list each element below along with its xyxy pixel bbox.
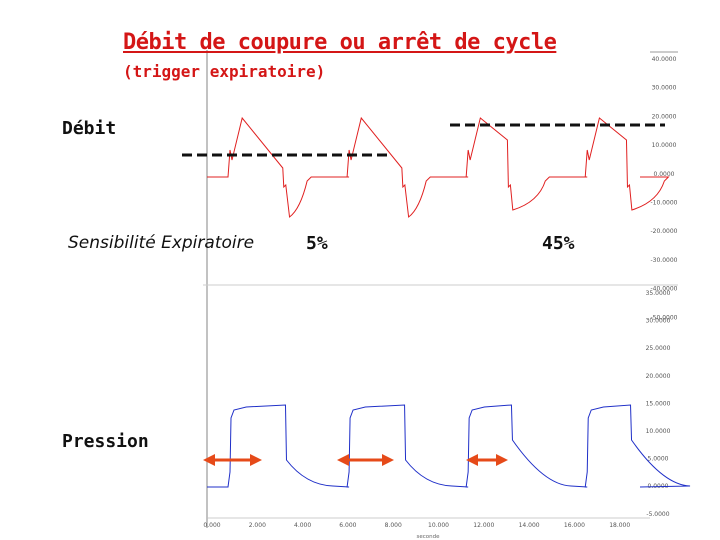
x-tick-label: 12.000 (473, 522, 494, 529)
x-tick-label: 0.000 (203, 522, 220, 529)
pressure-ytick-label: 10.0000 (646, 428, 671, 435)
pct-low-label: 5% (306, 233, 328, 254)
pressure-ytick-label: 15.0000 (646, 400, 671, 407)
pressure-trace (207, 404, 691, 488)
x-tick-label: 18.000 (609, 522, 630, 529)
x-tick-label: 14.000 (519, 522, 540, 529)
x-axis-label: seconde (417, 534, 441, 540)
flow-label: Débit (62, 118, 117, 139)
flow-ytick-label: -20.0000 (651, 228, 678, 235)
flow-ytick-label: 20.0000 (652, 113, 677, 120)
pct-high-label: 45% (542, 233, 575, 254)
flow-ytick-label: 40.0000 (652, 56, 677, 63)
x-tick-label: 8.000 (385, 522, 402, 529)
pressure-ytick-label: 35.0000 (646, 290, 671, 297)
pressure-label: Pression (62, 431, 149, 452)
pressure-ytick-label: 30.0000 (646, 318, 671, 325)
x-tick-label: 6.000 (339, 522, 356, 529)
pressure-ytick-label: 25.0000 (646, 345, 671, 352)
flow-trace (207, 116, 670, 218)
x-tick-label: 2.000 (249, 522, 266, 529)
flow-ytick-label: -40.0000 (651, 286, 678, 293)
flow-ytick-label: -50.0000 (651, 314, 678, 321)
flow-ytick-label: -10.0000 (651, 200, 678, 207)
flow-ytick-label: 10.0000 (652, 142, 677, 149)
x-tick-label: 10.000 (428, 522, 449, 529)
slide-subtitle: (trigger expiratoire) (123, 62, 326, 81)
flow-ytick-label: 0.0000 (654, 171, 675, 178)
flow-ytick-label: -30.0000 (651, 257, 678, 264)
x-tick-label: 4.000 (294, 522, 311, 529)
pressure-ytick-label: 20.0000 (646, 373, 671, 380)
slide-title: Débit de coupure ou arrêt de cycle (123, 30, 557, 55)
flow-ytick-label: 30.0000 (652, 85, 677, 92)
sensitivity-label: Sensibilité Expiratoire (68, 233, 255, 253)
x-tick-label: 16.000 (564, 522, 585, 529)
pressure-ytick-label: 5.0000 (648, 456, 669, 463)
pressure-ytick-label: -5.0000 (646, 511, 669, 518)
